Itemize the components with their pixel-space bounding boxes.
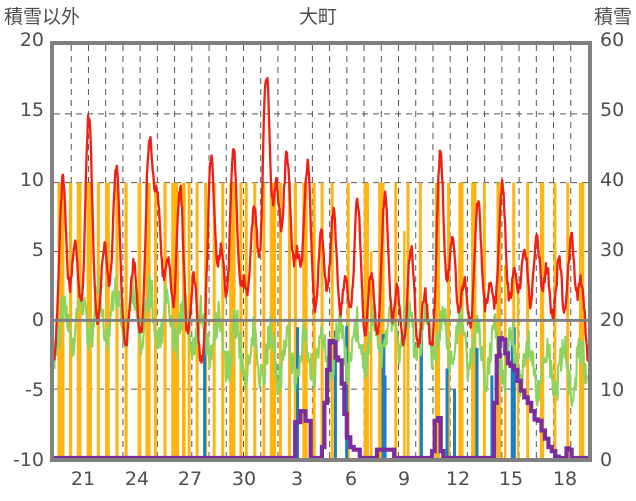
blue-bar [345,325,349,458]
y-right-tick-20: 20 [600,309,625,331]
x-tick-18: 18 [552,468,578,490]
blue-bar [296,327,300,458]
blue-bar [512,327,516,458]
y-right-tick-10: 10 [600,379,625,401]
x-tick-24: 24 [124,468,150,490]
x-tick-15: 15 [498,468,524,490]
y-right-tick-40: 40 [600,169,625,191]
plot-canvas [54,45,588,458]
y-right-tick-0: 0 [600,449,613,471]
blue-bar [203,323,207,458]
blue-bar [453,389,456,458]
x-tick-21: 21 [70,468,96,490]
left-axis-title: 積雪以外 [4,6,81,28]
x-tick-3: 3 [290,468,304,490]
blue-bar-group [203,323,516,458]
x-tick-12: 12 [445,468,471,490]
x-tick-27: 27 [177,468,203,490]
blue-bar [510,330,514,458]
y-left-tick-m5: -5 [25,379,44,401]
orange-bar [369,251,373,458]
right-axis-title: 積雪 [593,6,632,28]
y-left-tick-10: 10 [19,169,44,191]
purple-snow-depth-line [54,336,588,458]
y-left-tick-5: 5 [31,239,44,261]
y-left-tick-15: 15 [19,99,44,121]
y-left-tick-20: 20 [19,29,44,51]
y-right-tick-50: 50 [600,99,625,121]
page-title: 大町 [298,6,337,28]
blue-bar [445,368,449,458]
blue-bar [381,334,386,458]
blue-bar [475,347,479,458]
x-tick-6: 6 [344,468,358,490]
x-tick-30: 30 [231,468,257,490]
blue-bar [419,327,423,458]
blue-bar [383,375,387,458]
x-tick-9: 9 [397,468,411,490]
plot-area [50,41,592,462]
y-right-tick-30: 30 [600,239,625,261]
blue-bar [333,330,337,458]
red-line [54,76,588,364]
y-right-tick-60: 60 [600,29,625,51]
y-left-tick-m10: -10 [12,449,44,471]
blue-bar [490,375,494,458]
y-left-tick-0: 0 [31,309,44,331]
